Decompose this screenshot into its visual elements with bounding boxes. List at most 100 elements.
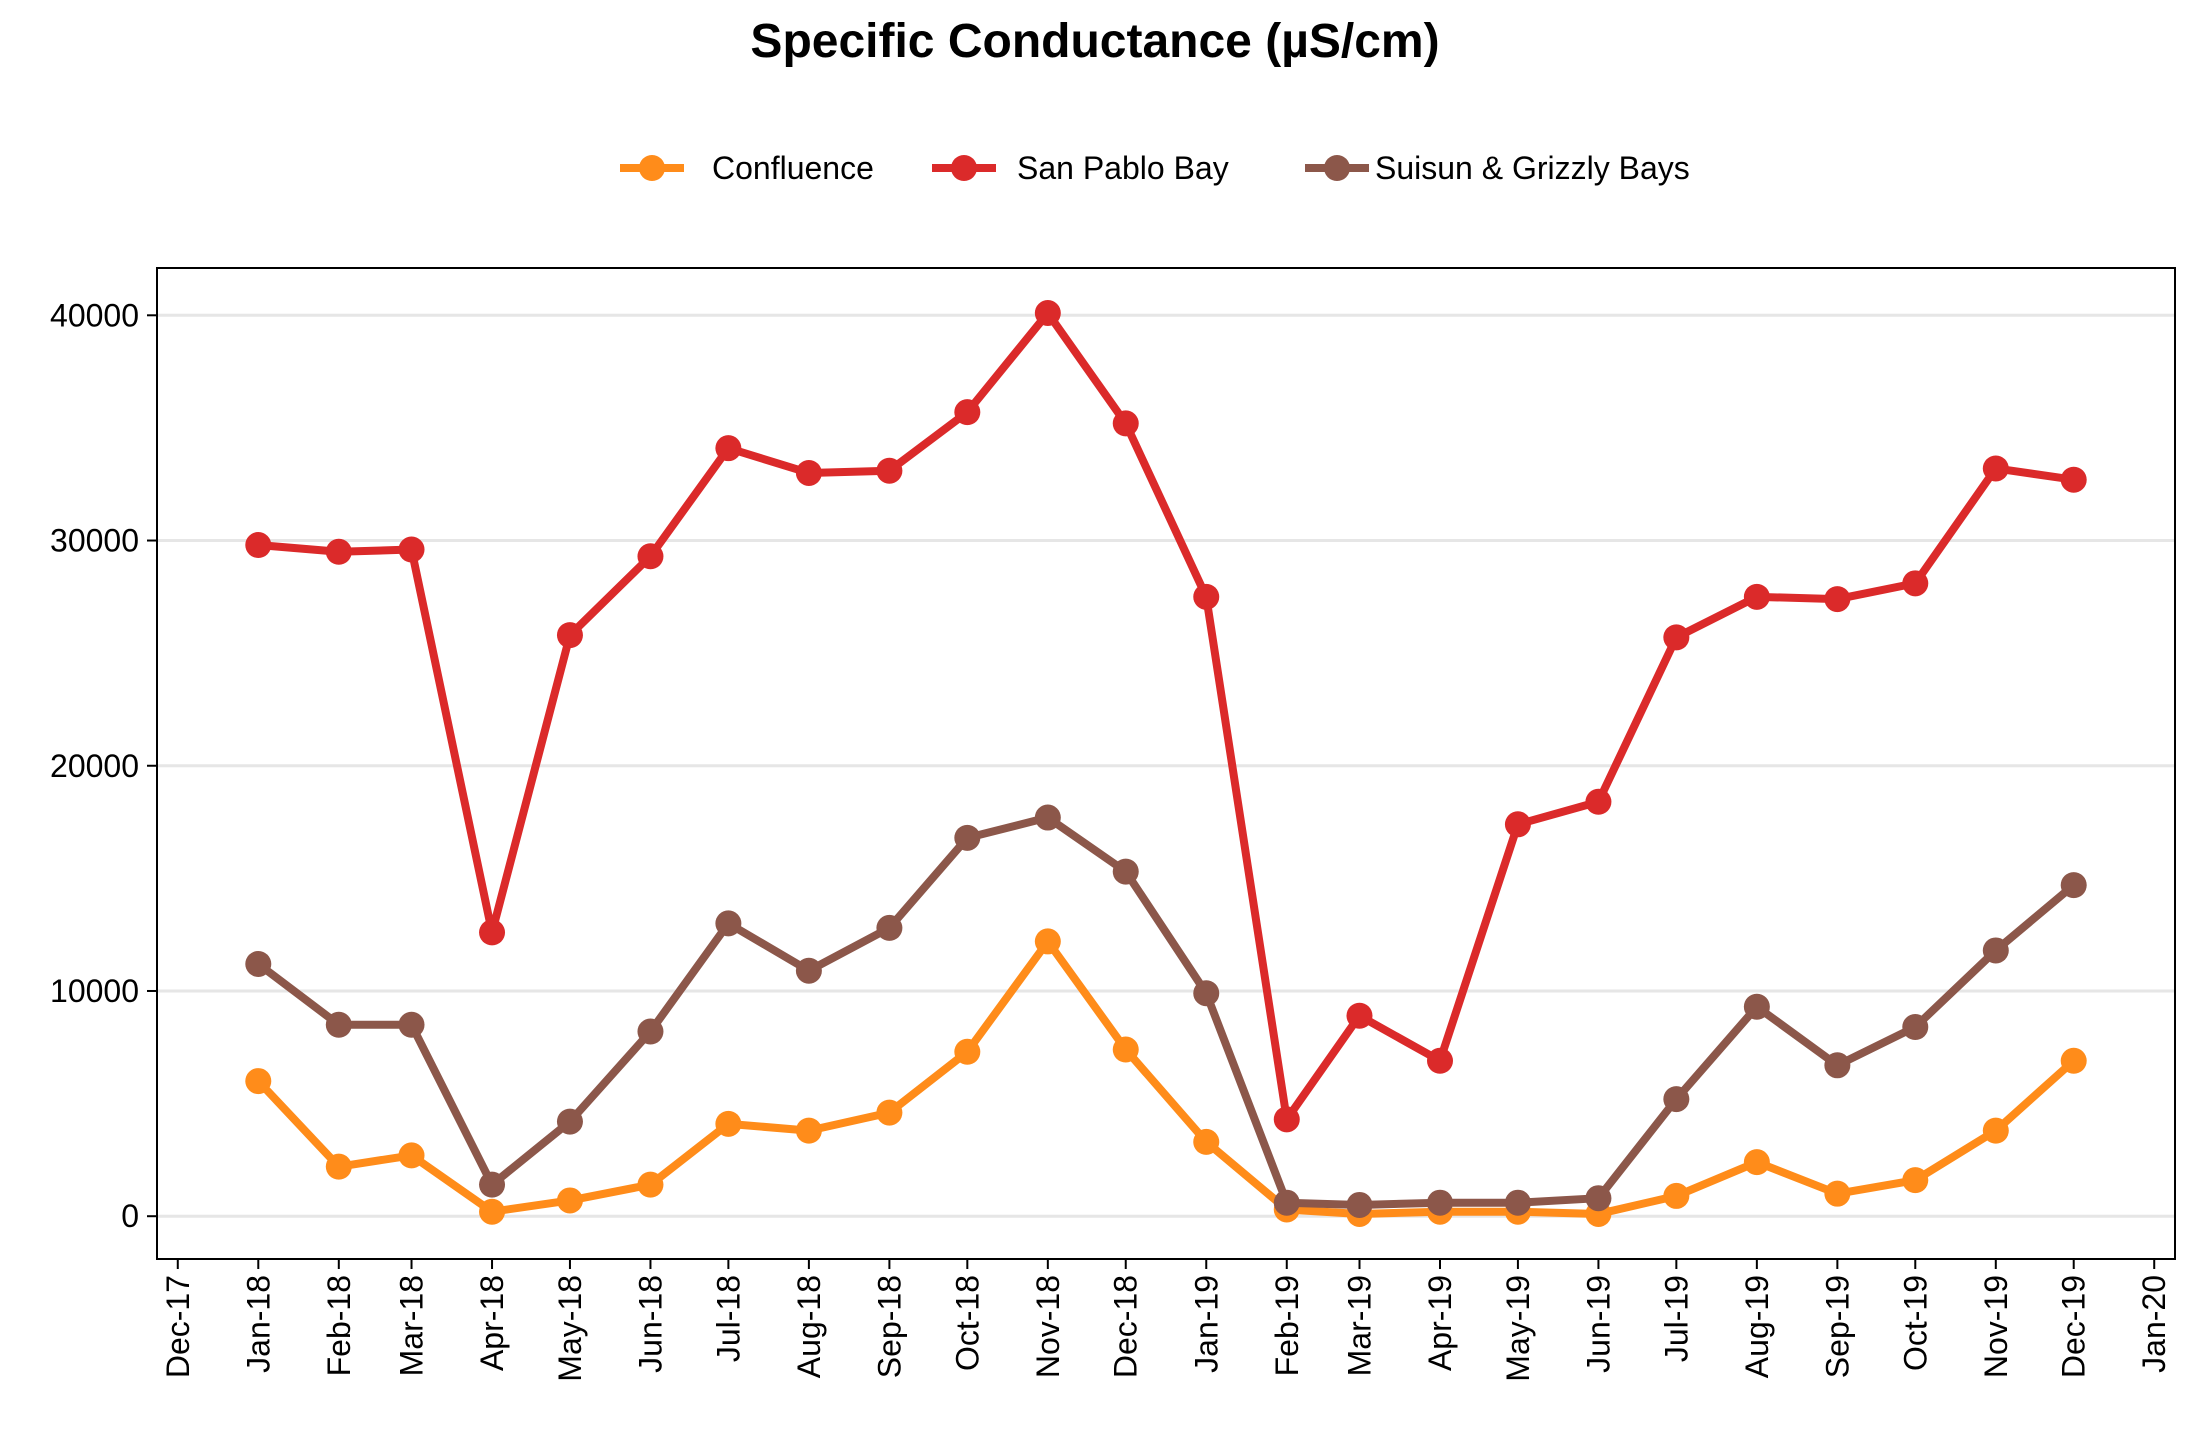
data-point-suisun-grizzly-bays <box>1346 1191 1373 1218</box>
x-tick-label: Sep-18 <box>871 1275 907 1378</box>
data-point-suisun-grizzly-bays <box>245 950 272 977</box>
data-point-suisun-grizzly-bays <box>1902 1014 1929 1041</box>
series-confluence <box>245 928 2087 1227</box>
x-tick-label: Jul-19 <box>1658 1275 1694 1362</box>
x-tick-label: Aug-18 <box>791 1275 827 1378</box>
data-point-suisun-grizzly-bays <box>1585 1185 1612 1212</box>
x-tick-label: May-18 <box>552 1275 588 1382</box>
y-tick-label: 0 <box>121 1198 139 1234</box>
data-point-san-pablo-bay <box>795 459 822 486</box>
data-point-suisun-grizzly-bays <box>556 1108 583 1135</box>
data-point-san-pablo-bay <box>1663 624 1690 651</box>
data-point-suisun-grizzly-bays <box>715 910 742 937</box>
legend-key-marker <box>951 155 977 181</box>
series-line-confluence <box>254 937 2078 1218</box>
data-point-san-pablo-bay <box>1743 583 1770 610</box>
data-point-confluence <box>398 1142 425 1169</box>
data-point-suisun-grizzly-bays <box>1193 980 1220 1007</box>
x-tick-label: Feb-18 <box>321 1275 357 1376</box>
data-point-confluence <box>795 1117 822 1144</box>
series-san-pablo-bay <box>245 300 2087 1133</box>
data-point-san-pablo-bay <box>479 919 506 946</box>
data-point-san-pablo-bay <box>637 543 664 570</box>
x-tick-label: Nov-18 <box>1030 1275 1066 1378</box>
legend-item-san-pablo-bay: San Pablo Bay <box>932 150 1229 186</box>
x-tick-label: Jun-18 <box>632 1275 668 1373</box>
data-point-confluence <box>1112 1036 1139 1063</box>
x-tick-label: Sep-19 <box>1819 1275 1855 1378</box>
legend-key-marker <box>639 155 665 181</box>
data-point-confluence <box>1034 928 1061 955</box>
data-point-confluence <box>1982 1117 2009 1144</box>
chart-title: Specific Conductance (µS/cm) <box>750 15 1440 68</box>
x-tick-label: Dec-17 <box>160 1275 196 1378</box>
data-point-san-pablo-bay <box>1824 586 1851 613</box>
data-point-san-pablo-bay <box>1193 583 1220 610</box>
x-tick-label: Oct-18 <box>949 1275 985 1371</box>
data-point-suisun-grizzly-bays <box>795 957 822 984</box>
data-point-suisun-grizzly-bays <box>1982 937 2009 964</box>
x-tick-label: Apr-19 <box>1422 1275 1458 1371</box>
data-point-san-pablo-bay <box>556 622 583 649</box>
series-line-san-pablo-bay <box>254 309 2078 1124</box>
data-point-san-pablo-bay <box>325 538 352 565</box>
data-point-san-pablo-bay <box>1427 1047 1454 1074</box>
legend: Confluence San Pablo Bay Suisun & Grizzly … <box>620 150 1690 186</box>
x-tick-label: Jun-19 <box>1580 1275 1616 1373</box>
data-point-confluence <box>954 1038 981 1065</box>
data-point-suisun-grizzly-bays <box>1663 1086 1690 1113</box>
panel-border <box>156 267 2176 1260</box>
data-point-san-pablo-bay <box>398 536 425 563</box>
data-point-confluence <box>1663 1182 1690 1209</box>
data-point-san-pablo-bay <box>1346 1002 1373 1029</box>
data-point-confluence <box>1824 1180 1851 1207</box>
data-point-suisun-grizzly-bays <box>1504 1189 1531 1216</box>
data-point-suisun-grizzly-bays <box>325 1011 352 1038</box>
data-point-suisun-grizzly-bays <box>1034 804 1061 831</box>
series-layer <box>245 300 2087 1227</box>
x-tick-label: Feb-19 <box>1269 1275 1305 1376</box>
legend-item-suisun-grizzly-bays: Suisun & Grizzly Bays <box>1305 150 1690 186</box>
x-tick-label: Dec-18 <box>1108 1275 1144 1378</box>
data-point-san-pablo-bay <box>1112 410 1139 437</box>
data-point-suisun-grizzly-bays <box>398 1011 425 1038</box>
x-tick-label: Mar-18 <box>394 1275 430 1376</box>
data-point-suisun-grizzly-bays <box>1273 1189 1300 1216</box>
x-tick-label: Jan-20 <box>2136 1275 2172 1373</box>
data-point-san-pablo-bay <box>1273 1106 1300 1133</box>
data-point-suisun-grizzly-bays <box>1824 1052 1851 1079</box>
data-point-san-pablo-bay <box>1982 455 2009 482</box>
data-point-san-pablo-bay <box>1585 788 1612 815</box>
data-point-confluence <box>2060 1047 2087 1074</box>
data-point-san-pablo-bay <box>954 399 981 426</box>
data-point-confluence <box>1743 1149 1770 1176</box>
data-point-confluence <box>1193 1128 1220 1155</box>
data-point-suisun-grizzly-bays <box>1743 993 1770 1020</box>
legend-item-confluence: Confluence <box>620 150 874 186</box>
x-tick-label: Mar-19 <box>1341 1275 1377 1376</box>
x-tick-label: Jul-18 <box>710 1275 746 1362</box>
series-line-suisun-grizzly-bays <box>254 813 2078 1209</box>
data-point-san-pablo-bay <box>1902 570 1929 597</box>
y-tick-label: 40000 <box>50 297 139 333</box>
data-point-suisun-grizzly-bays <box>954 824 981 851</box>
legend-key-marker <box>1324 155 1350 181</box>
data-point-confluence <box>325 1153 352 1180</box>
y-tick-label: 20000 <box>50 748 139 784</box>
data-point-san-pablo-bay <box>2060 466 2087 493</box>
data-point-suisun-grizzly-bays <box>876 914 903 941</box>
legend-label: Confluence <box>712 150 874 186</box>
data-point-confluence <box>245 1068 272 1095</box>
axes: 0 10000 20000 30000 40000 Dec-17 Jan-18 Feb-18 M… <box>50 297 2172 1381</box>
x-tick-label: May-19 <box>1500 1275 1536 1382</box>
y-tick-label: 10000 <box>50 973 139 1009</box>
y-tick-label: 30000 <box>50 523 139 559</box>
data-point-suisun-grizzly-bays <box>637 1018 664 1045</box>
data-point-san-pablo-bay <box>876 457 903 484</box>
x-tick-label: Dec-19 <box>2056 1275 2092 1378</box>
series-suisun-grizzly-bays <box>245 804 2087 1218</box>
data-point-confluence <box>1902 1167 1929 1194</box>
legend-label: San Pablo Bay <box>1017 150 1229 186</box>
data-point-confluence <box>556 1187 583 1214</box>
